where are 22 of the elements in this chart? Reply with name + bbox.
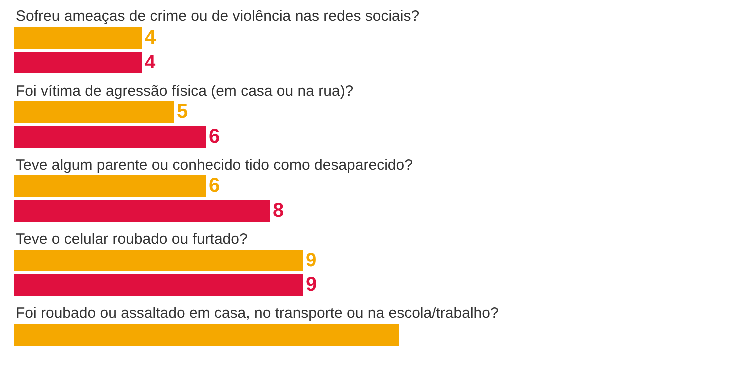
data-label: 6 [209, 175, 220, 198]
bar [14, 126, 206, 148]
y-tick-label: Teve o celular roubado ou furtado? [16, 231, 248, 248]
data-label: 4 [145, 27, 158, 50]
data-label: 9 [306, 250, 317, 272]
data-label: 6 [209, 126, 220, 148]
y-tick-label: Teve algum parente ou conhecido tido como desaparecido? [16, 157, 413, 174]
bar [14, 101, 174, 123]
bar [14, 200, 270, 222]
y-tick-label: Foi roubado ou assaltado em casa, no transporte ou na escola/trabalho? [16, 305, 499, 322]
bar [14, 274, 303, 296]
data-label: 8 [273, 200, 284, 222]
bar [14, 52, 142, 73]
bar [14, 324, 399, 346]
y-tick-label: Sofreu ameaças de crime ou de violência nas redes sociais? [16, 8, 420, 25]
y-tick-label: Foi vítima de agressão física (em casa ou na rua)? [16, 83, 354, 100]
bar [14, 250, 303, 271]
bar [14, 27, 142, 49]
data-label: 5 [177, 101, 188, 124]
data-label: 4 [145, 52, 156, 74]
data-label: 9 [306, 274, 318, 296]
bar [14, 175, 206, 197]
